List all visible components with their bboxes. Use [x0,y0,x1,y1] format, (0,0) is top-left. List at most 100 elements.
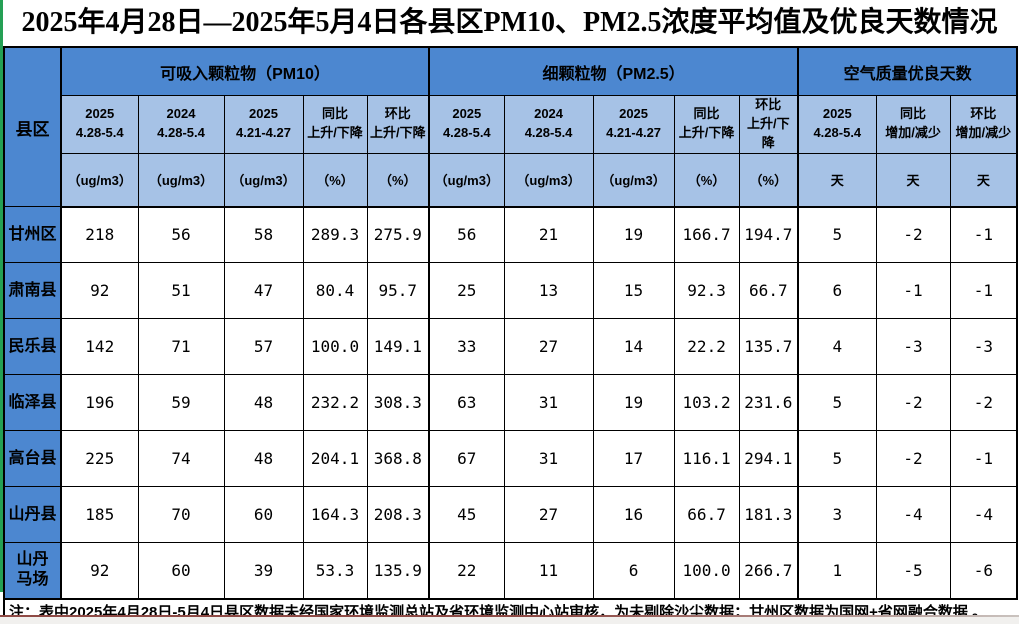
column-header: 2025 4.28-5.4 [428,95,505,154]
column-header: 同比 增加/减少 [875,95,951,154]
data-cell: 92 [60,542,139,600]
data-cell: 16 [592,486,675,544]
unit-cell: （%） [738,152,799,208]
data-cell: -2 [875,430,951,488]
data-cell: 100.0 [673,542,740,600]
county-name-cell: 肃南县 [3,262,62,320]
data-cell: -4 [875,486,951,544]
unit-row: （ug/m3） （ug/m3） （ug/m3） （%） （%） （ug/m3） … [4,152,1018,208]
data-cell: 15 [592,262,675,320]
data-cell: 27 [503,486,594,544]
column-header: 同比 上升/下降 [302,95,368,154]
data-cell: -1 [949,430,1018,488]
county-name-cell: 山丹 马场 [3,542,62,600]
table-row-shandan-machang: 山丹 马场 92 60 39 53.3 135.9 22 11 6 100.0 … [3,542,1018,600]
data-cell: 19 [592,374,675,432]
pm-data-table: 县区 可吸入颗粒物（PM10） 细颗粒物（PM2.5） 空气质量优良天数 202… [3,46,1019,600]
data-cell: -3 [949,318,1018,376]
unit-cell: 天 [949,152,1018,208]
table-row-sunan: 肃南县 92 51 47 80.4 95.7 25 13 15 92.3 66.… [3,262,1018,320]
data-cell: 67 [428,430,505,488]
data-cell: 3 [797,486,877,544]
data-cell: 57 [223,318,304,376]
data-cell: 135.7 [738,318,799,376]
data-cell: 194.7 [738,206,799,264]
data-cell: 368.8 [366,430,430,488]
data-cell: 74 [137,430,225,488]
data-cell: 21 [503,206,594,264]
sub-header-row: 2025 4.28-5.4 2024 4.28-5.4 2025 4.21-4.27 … [4,95,1018,154]
data-cell: 66.7 [738,262,799,320]
data-cell: 275.9 [366,206,430,264]
data-cell: 25 [428,262,505,320]
unit-cell: 天 [875,152,951,208]
data-cell: -1 [949,262,1018,320]
unit-cell: （%） [366,152,430,208]
table-row-ganzhou: 甘州区 218 56 58 289.3 275.9 56 21 19 166.7… [3,206,1018,264]
unit-cell: （ug/m3） [592,152,675,208]
data-cell: 149.1 [366,318,430,376]
unit-cell: （ug/m3） [60,152,139,208]
window-edge-line [0,615,1019,617]
column-header: 2025 4.21-4.27 [592,95,675,154]
data-cell: 60 [223,486,304,544]
data-cell: 19 [592,206,675,264]
data-cell: 39 [223,542,304,600]
column-header: 2024 4.28-5.4 [137,95,225,154]
data-cell: 181.3 [738,486,799,544]
group-header-pm25: 细颗粒物（PM2.5） [428,46,799,96]
data-cell: 92 [60,262,139,320]
data-cell: 5 [797,374,877,432]
data-cell: 232.2 [302,374,368,432]
data-cell: 218 [60,206,139,264]
unit-cell: 天 [797,152,877,208]
data-cell: 6 [797,262,877,320]
data-cell: 231.6 [738,374,799,432]
table-row-linze: 临泽县 196 59 48 232.2 308.3 63 31 19 103.2… [3,374,1018,432]
data-cell: 48 [223,374,304,432]
data-cell: 13 [503,262,594,320]
unit-cell: （ug/m3） [428,152,505,208]
data-cell: 31 [503,430,594,488]
data-cell: 66.7 [673,486,740,544]
data-cell: 1 [797,542,877,600]
data-cell: 56 [428,206,505,264]
data-cell: 22 [428,542,505,600]
group-header-row: 县区 可吸入颗粒物（PM10） 细颗粒物（PM2.5） 空气质量优良天数 [3,46,1018,208]
data-cell: 53.3 [302,542,368,600]
county-name-cell: 临泽县 [3,374,62,432]
column-header: 2025 4.28-5.4 [797,95,877,154]
data-cell: 116.1 [673,430,740,488]
data-cell: 142 [60,318,139,376]
data-cell: 225 [60,430,139,488]
county-name-cell: 高台县 [3,430,62,488]
data-cell: 308.3 [366,374,430,432]
data-cell: 5 [797,206,877,264]
data-cell: 6 [592,542,675,600]
column-header: 同比 上升/下降 [673,95,740,154]
data-cell: -1 [949,206,1018,264]
unit-cell: （%） [673,152,740,208]
data-cell: 204.1 [302,430,368,488]
data-cell: 58 [223,206,304,264]
group-header-pm10: 可吸入颗粒物（PM10） [60,46,430,96]
data-cell: -3 [875,318,951,376]
data-cell: 266.7 [738,542,799,600]
data-cell: 31 [503,374,594,432]
data-cell: 56 [137,206,225,264]
county-name-cell: 山丹县 [3,486,62,544]
data-cell: 14 [592,318,675,376]
window-bottom-strip [0,617,1019,624]
data-cell: 164.3 [302,486,368,544]
column-header: 环比 上升/下降 [738,95,799,154]
data-cell: 27 [503,318,594,376]
data-cell: 70 [137,486,225,544]
column-header: 2024 4.28-5.4 [503,95,594,154]
unit-cell: （%） [302,152,368,208]
data-cell: -2 [875,374,951,432]
data-cell: -4 [949,486,1018,544]
data-cell: 185 [60,486,139,544]
data-cell: -5 [875,542,951,600]
data-cell: 4 [797,318,877,376]
